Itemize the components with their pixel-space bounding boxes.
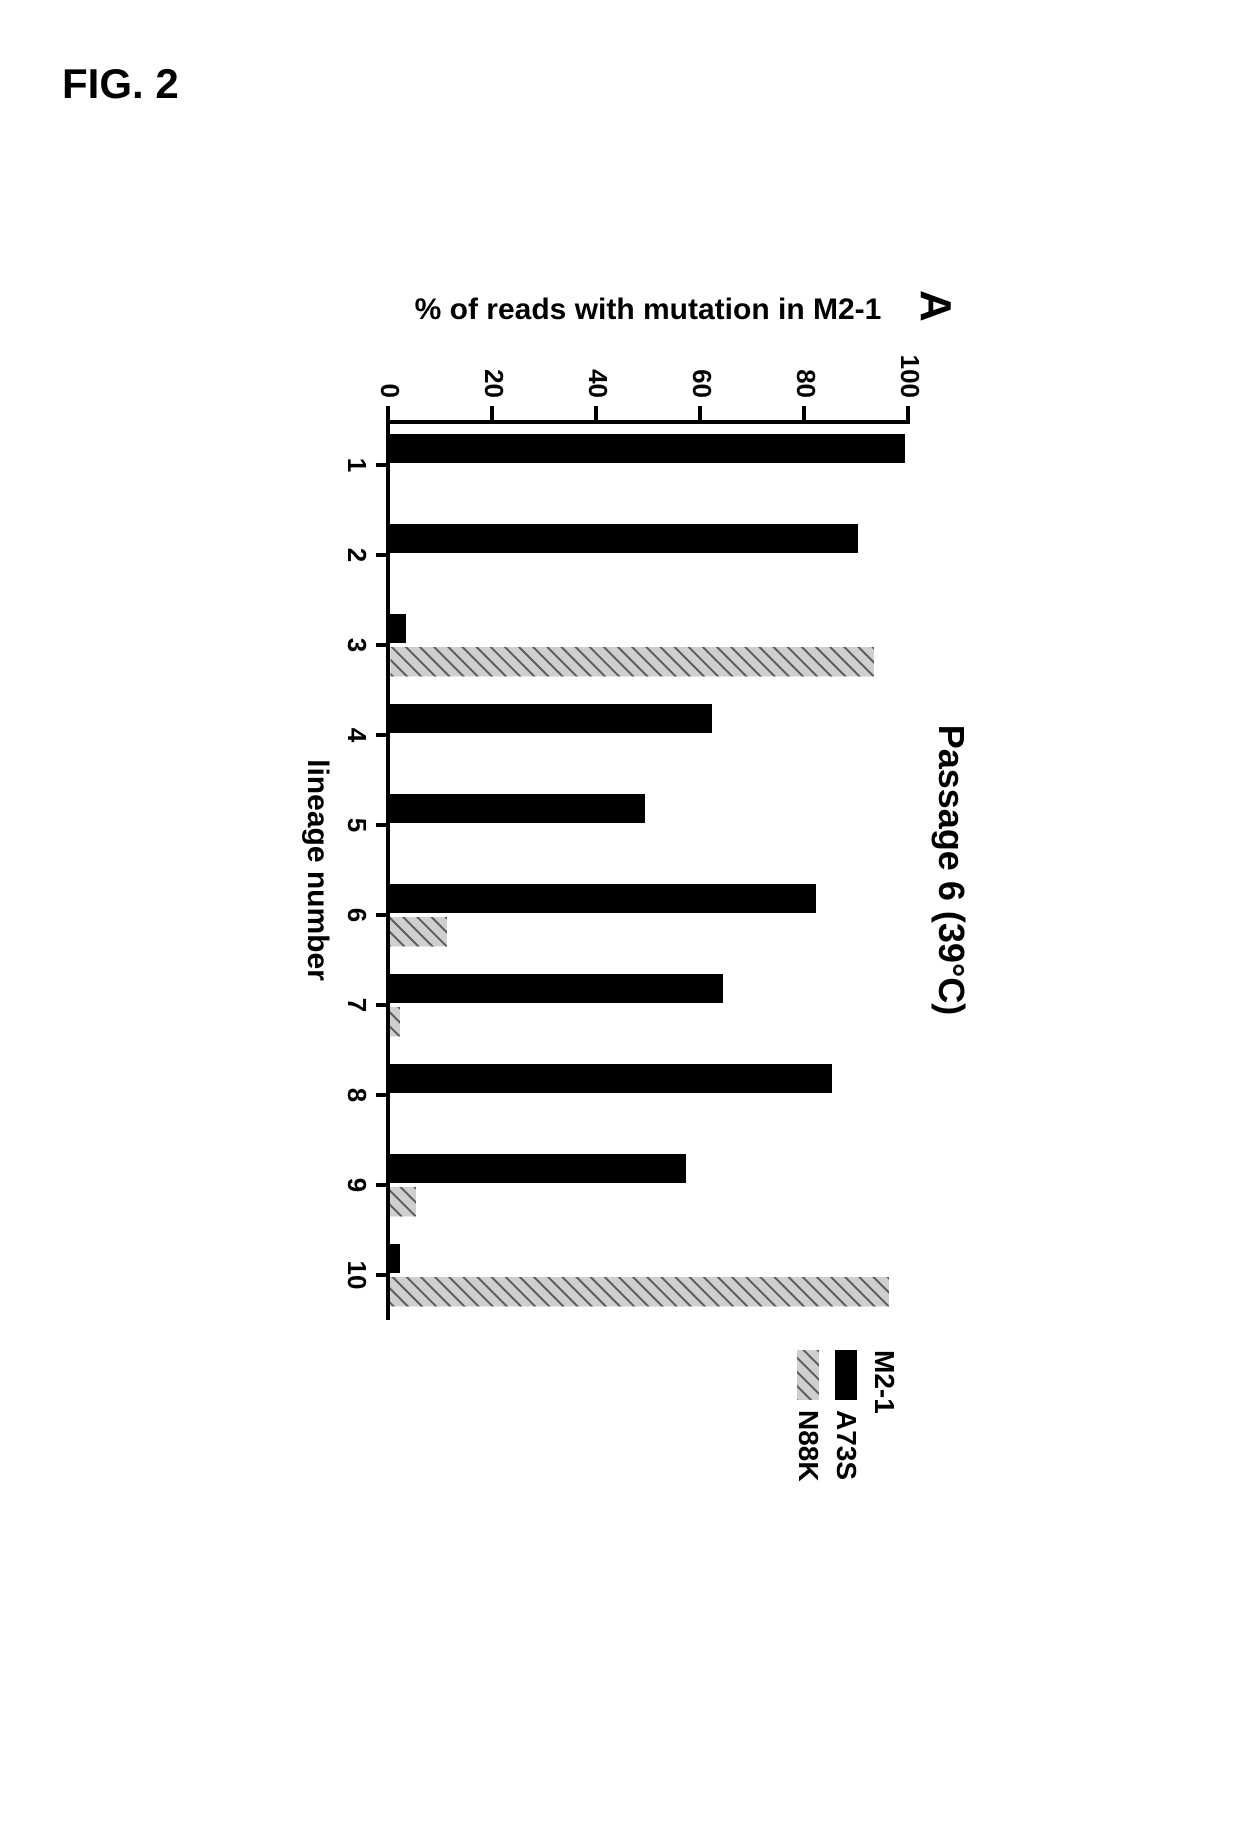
y-tick-label: 0 [374, 384, 405, 398]
chart-title: Passage 6 (39°C) [930, 420, 972, 1320]
bar [390, 614, 406, 644]
y-tick-label: 60 [686, 369, 717, 398]
bar [390, 1064, 832, 1094]
x-tick-label: 4 [341, 715, 372, 755]
bar [390, 974, 723, 1004]
x-tick [376, 463, 390, 467]
x-tick [376, 823, 390, 827]
legend-label: A73S [830, 1410, 862, 1480]
y-tick [698, 406, 702, 420]
bar [390, 917, 447, 947]
y-tick-label: 20 [478, 369, 509, 398]
x-tick-label: 7 [341, 985, 372, 1025]
bar [390, 1007, 400, 1037]
legend-swatch [835, 1350, 857, 1400]
rotated-chart-container: A Passage 6 (39°C) 020406080100123456789… [210, 230, 1030, 1630]
y-tick [906, 406, 910, 420]
x-tick [376, 1273, 390, 1277]
x-tick [376, 1183, 390, 1187]
bar [390, 524, 858, 554]
x-tick-label: 1 [341, 445, 372, 485]
legend-label: N88K [792, 1410, 824, 1482]
y-tick [386, 406, 390, 420]
x-tick [376, 1093, 390, 1097]
bar [390, 884, 816, 914]
x-tick [376, 1003, 390, 1007]
bar [390, 704, 712, 734]
x-tick-label: 10 [341, 1255, 372, 1295]
x-tick [376, 643, 390, 647]
y-tick-label: 40 [582, 369, 613, 398]
x-tick-label: 3 [341, 625, 372, 665]
x-tick [376, 553, 390, 557]
bar [390, 794, 645, 824]
x-tick-label: 2 [341, 535, 372, 575]
figure-label: FIG. 2 [62, 60, 179, 108]
legend-item: A73S [830, 1350, 862, 1482]
x-tick [376, 733, 390, 737]
y-tick-label: 80 [790, 369, 821, 398]
panel-label: A [910, 290, 960, 322]
x-tick [376, 913, 390, 917]
page: FIG. 2 A Passage 6 (39°C) 02040608010012… [0, 0, 1240, 1826]
bar [390, 434, 905, 464]
bar [390, 1154, 686, 1184]
x-tick-label: 5 [341, 805, 372, 845]
y-tick [802, 406, 806, 420]
x-tick-label: 9 [341, 1165, 372, 1205]
bar [390, 1277, 889, 1307]
legend-item: N88K [792, 1350, 824, 1482]
bar [390, 1187, 416, 1217]
x-tick-label: 6 [341, 895, 372, 935]
x-axis-label: lineage number [300, 420, 334, 1320]
bar [390, 647, 874, 677]
y-tick [490, 406, 494, 420]
chart-wrap: A Passage 6 (39°C) 020406080100123456789… [210, 230, 1030, 1630]
x-tick-label: 8 [341, 1075, 372, 1115]
bar [390, 1244, 400, 1274]
y-tick [594, 406, 598, 420]
y-axis-label: % of reads with mutation in M2-1 [388, 293, 908, 327]
legend: M2-1 A73SN88K [792, 1350, 900, 1482]
legend-title: M2-1 [868, 1350, 900, 1482]
y-tick-label: 100 [894, 355, 925, 398]
legend-swatch [797, 1350, 819, 1400]
y-axis-line [386, 420, 910, 424]
plot-area: 02040608010012345678910 [390, 420, 910, 1320]
